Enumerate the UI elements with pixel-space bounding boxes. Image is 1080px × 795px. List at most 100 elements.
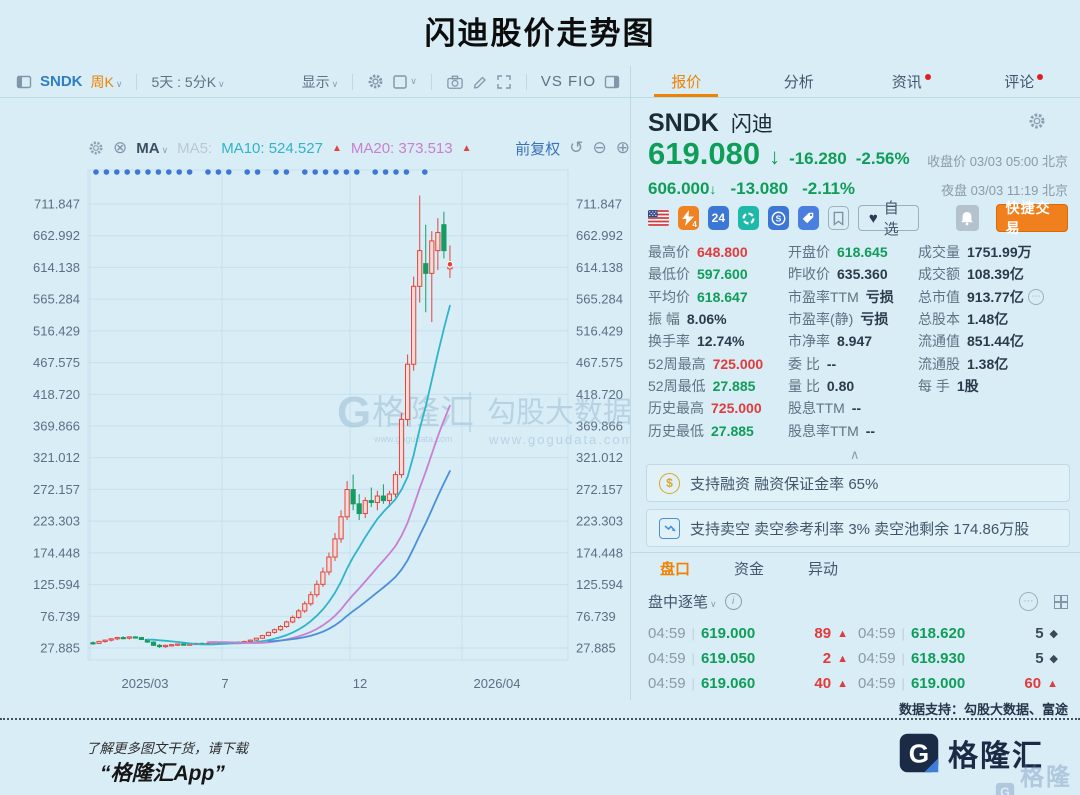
stock-chart-svg[interactable]: 711.847 711.847 662.992 662.992 614.138 614.1… [0,97,630,700]
up-triangle-icon: ▲ [837,677,848,690]
tab-评论[interactable]: 评论 [968,66,1080,97]
candlestick [271,628,278,634]
candlestick [362,497,368,519]
quote-settings-gear-icon[interactable] [1028,112,1046,130]
ma20-legend[interactable]: MA20: 373.513 [350,139,453,157]
more-ellipsis-icon[interactable]: ⋯ [1019,592,1038,611]
tab-资讯[interactable]: 资讯 [855,66,968,97]
settings-gear-icon[interactable] [367,73,384,90]
candle-body [380,495,386,502]
watermark-url-small: www.gogudata.com [373,434,453,444]
fullscreen-icon[interactable] [496,74,512,90]
zoom-in-icon[interactable]: ⊕ [615,138,630,157]
short-sell-banner[interactable]: 支持卖空 卖空参考利率 3% 卖空池剩余 174.86万股 [646,509,1070,547]
stat-value: 618.645 [837,244,888,261]
stat-value: 亏损 [860,311,889,328]
y-axis-label-left: 223.303 [33,514,80,529]
alert-bell-button[interactable] [956,205,979,231]
tab-报价[interactable]: 报价 [630,66,743,97]
tick-divider: | [901,651,905,666]
us-flag-icon [648,210,669,226]
add-watchlist-button[interactable]: ♥ 自选 [857,200,919,238]
display-dropdown[interactable]: 显示 ∨ [301,73,339,90]
depth-tabs: 盘口 资金 异动 [660,558,838,579]
chart-style-dropdown[interactable]: ∨ [392,74,417,90]
ma-line-MA20 [206,404,451,644]
candle-body [320,571,326,585]
indicator-gear-icon[interactable] [88,140,104,156]
period-dropdown[interactable]: 周K ∨ [90,73,123,90]
compare-vs-button[interactable]: VS FIO [540,73,596,90]
y-axis-label-right: 565.284 [576,292,623,307]
depth-tab-盘口[interactable]: 盘口 [660,561,691,578]
tick-volume: 2 [822,650,832,667]
quick-trade-button[interactable]: 快捷交易 [995,200,1069,236]
stat-value: 913.77亿 [967,288,1024,305]
undo-icon[interactable]: ↺ [569,138,584,157]
short-chart-icon [659,517,680,539]
y-axis-label-right: 76.739 [576,609,616,624]
tick-divider: | [691,676,695,691]
stat-row: 最高价 648.800 [648,241,786,263]
ma10-legend[interactable]: MA10: 524.527 [221,139,323,157]
adjust-mode-button[interactable]: 前复权 [515,140,561,158]
tab-label: 评论 [1004,74,1035,91]
candle-body [290,616,296,623]
tick-list-dropdown[interactable]: 盘中逐笔 ∨ [648,594,717,611]
grid-layout-icon[interactable] [1054,594,1068,609]
after-change-pct: -2.11% [802,179,856,198]
stat-value: 1751.99万 [967,244,1032,261]
draw-pencil-icon[interactable] [472,74,488,90]
candlestick [169,644,175,647]
event-dot [283,169,290,175]
stat-row: 流通股 1.38亿 [918,352,1072,374]
candlestick [350,474,356,511]
screenshot-camera-icon[interactable] [446,74,464,90]
y-axis-label-left: 174.448 [33,545,80,560]
event-dot [155,169,162,175]
info-icon[interactable]: i [724,593,742,610]
stat-value: -- [865,422,876,439]
y-axis-label-right: 614.138 [576,260,623,275]
price-change: -16.280 [789,149,847,168]
event-dot [403,169,410,175]
stat-value: 27.885 [712,377,756,394]
candle-body [411,285,417,365]
panel-left-icon[interactable] [16,74,32,90]
candlestick [284,620,290,628]
ma5-legend[interactable]: MA5: [177,139,213,157]
zoom-out-icon[interactable]: ⊖ [592,138,607,157]
ma10-up-triangle-icon: ▲ [331,142,342,154]
candle-body [350,489,356,505]
collapse-chevron-icon[interactable]: ∧ [850,447,860,462]
toolbar-separator [136,73,138,90]
toolbar-symbol[interactable]: SNDK [40,73,83,90]
y-axis-label-left: 614.138 [33,260,80,275]
tick-cell: 04:59 | 619.000 60 ▲ [858,671,1068,696]
depth-tab-资金[interactable]: 资金 [734,561,765,578]
tick-cell: 04:59 | 618.930 5 ◆ [858,646,1068,671]
stat-row: 总股本 1.48亿 [918,308,1072,330]
stat-label: 市盈率(静) [788,311,854,328]
ma-dropdown[interactable]: MA ∨ [136,139,169,157]
svg-text:G: G [1000,786,1010,795]
tab-分析[interactable]: 分析 [743,66,856,97]
indicator-close-icon[interactable]: ⊗ [113,138,128,157]
candle-body [392,474,399,495]
depth-tab-异动[interactable]: 异动 [808,561,839,578]
panel-right-icon[interactable] [604,74,620,90]
candlestick [344,481,350,521]
y-axis-label-left: 565.284 [33,292,80,307]
market-cap-ellipsis-icon[interactable]: ⋯ [1027,288,1044,305]
y-axis-label-left: 272.157 [33,482,80,497]
event-dot [354,169,360,175]
candle-body [108,638,114,641]
margin-banner[interactable]: $ 支持融资 融资保证金率 65% [646,464,1070,502]
badge-24h-icon: 24 [707,206,729,230]
tick-time: 04:59 [858,625,896,642]
candlestick [308,591,314,606]
tick-row: 04:59 | 619.000 89 ▲ 04:59 | 618.620 5 ◆ [648,621,1068,646]
range-dropdown[interactable]: 5天 : 5分K ∨ [151,73,225,90]
tick-divider: | [901,676,905,691]
event-dot [382,169,389,175]
